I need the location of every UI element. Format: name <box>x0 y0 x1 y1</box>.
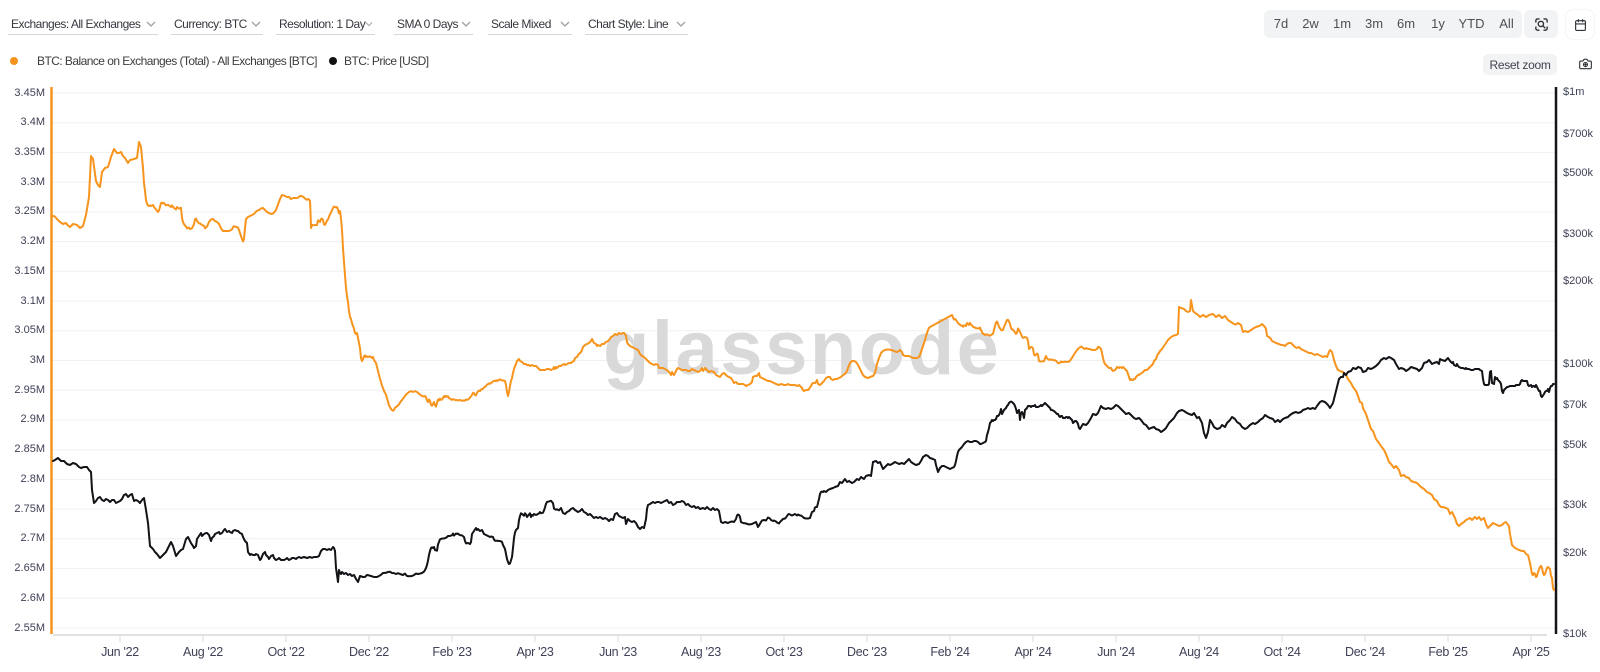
svg-text:glassnode: glassnode <box>603 306 1001 391</box>
